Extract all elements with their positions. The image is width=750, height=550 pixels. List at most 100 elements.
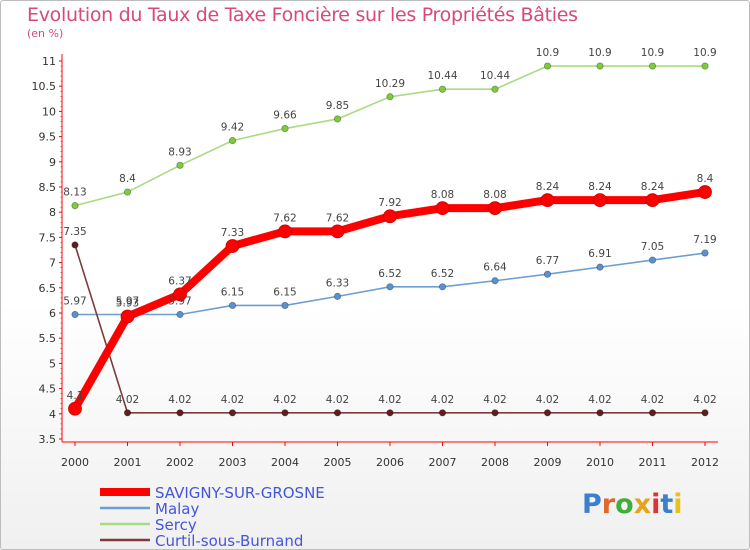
y-tick-label: 6 xyxy=(49,307,56,320)
data-label: 4.02 xyxy=(536,394,559,406)
data-label: 8.93 xyxy=(168,146,191,158)
data-point[interactable] xyxy=(648,62,657,70)
data-point[interactable] xyxy=(491,85,499,93)
data-point[interactable] xyxy=(543,409,552,417)
data-label: 10.9 xyxy=(536,47,559,59)
logo-letter: r xyxy=(601,489,616,520)
data-point[interactable] xyxy=(540,193,555,208)
data-label: 10.9 xyxy=(641,47,664,59)
y-tick-label: 5.5 xyxy=(39,332,57,345)
y-tick-label: 4 xyxy=(49,408,56,421)
data-point[interactable] xyxy=(176,409,184,417)
data-point[interactable] xyxy=(281,409,289,417)
data-point[interactable] xyxy=(593,193,607,208)
data-label: 6.37 xyxy=(168,275,191,287)
data-point[interactable] xyxy=(701,249,709,257)
data-label: 7.33 xyxy=(221,227,244,239)
data-point[interactable] xyxy=(176,310,184,319)
data-point[interactable] xyxy=(330,224,345,239)
data-point[interactable] xyxy=(645,193,660,208)
data-point[interactable] xyxy=(488,201,502,216)
data-point[interactable] xyxy=(228,137,237,145)
y-tick-label: 8.5 xyxy=(39,181,57,194)
data-label: 9.85 xyxy=(326,100,349,112)
x-tick-label: 2000 xyxy=(61,456,89,469)
legend-label: SAVIGNY-SUR-GROSNE xyxy=(155,484,325,502)
data-point[interactable] xyxy=(648,409,657,417)
data-point[interactable] xyxy=(596,62,604,70)
data-label: 8.4 xyxy=(697,173,714,185)
data-point[interactable] xyxy=(228,409,237,417)
logo-letter: P xyxy=(582,489,602,520)
y-tick-label: 9.5 xyxy=(39,131,57,144)
axes: 3.5 4 4.5 5 5.5 6 6.5 7 7.5 8 8.5 9 9.5 10 10.5 11 2000 2… xyxy=(32,54,719,469)
data-point[interactable] xyxy=(228,301,237,310)
data-label: 7.62 xyxy=(273,212,296,224)
data-point[interactable] xyxy=(701,62,709,70)
data-label: 6.91 xyxy=(588,248,611,260)
data-point[interactable] xyxy=(176,161,184,169)
data-label: 6.77 xyxy=(536,255,559,267)
data-point[interactable] xyxy=(491,277,499,285)
data-label: 8.13 xyxy=(63,187,86,199)
data-point[interactable] xyxy=(438,409,447,417)
data-label: 10.44 xyxy=(480,70,510,82)
data-point[interactable] xyxy=(596,409,604,417)
data-label: 4.02 xyxy=(641,394,664,406)
data-point[interactable] xyxy=(701,409,709,417)
data-point[interactable] xyxy=(333,409,342,417)
data-point[interactable] xyxy=(123,409,132,417)
data-point[interactable] xyxy=(71,310,79,319)
data-point[interactable] xyxy=(491,409,499,417)
data-label: 9.42 xyxy=(221,122,244,134)
data-labels: 4.1 5.93 6.37 7.33 7.62 7.62 7.92 8.08 8.08 8.24 8… xyxy=(63,47,716,406)
logo-letter: x xyxy=(633,489,652,520)
data-point[interactable] xyxy=(333,292,342,300)
data-label: 10.44 xyxy=(427,70,457,82)
data-point[interactable] xyxy=(71,241,79,249)
x-tick-label: 2001 xyxy=(114,456,142,469)
data-point[interactable] xyxy=(438,283,447,291)
legend-label: Sercy xyxy=(155,516,197,534)
data-point[interactable] xyxy=(543,270,552,278)
data-point[interactable] xyxy=(281,124,289,133)
data-point[interactable] xyxy=(123,188,132,196)
data-point[interactable] xyxy=(333,115,342,123)
data-point[interactable] xyxy=(596,263,604,271)
data-label: 4.1 xyxy=(67,390,84,402)
logo-letter: i xyxy=(651,489,661,520)
data-point[interactable] xyxy=(698,185,712,199)
data-point[interactable] xyxy=(71,202,79,210)
data-label: 7.35 xyxy=(63,226,86,238)
data-point[interactable] xyxy=(173,287,187,302)
data-point[interactable] xyxy=(435,201,450,216)
x-tick-label: 2009 xyxy=(534,456,562,469)
data-point[interactable] xyxy=(281,301,289,310)
y-tick-label: 6.5 xyxy=(39,282,57,295)
data-point[interactable] xyxy=(225,239,240,253)
data-point[interactable] xyxy=(648,256,657,264)
data-point[interactable] xyxy=(120,309,135,324)
y-tick-label: 7 xyxy=(49,257,56,270)
data-label: 8.08 xyxy=(483,189,506,201)
data-point[interactable] xyxy=(438,85,447,93)
series-layer xyxy=(68,62,712,417)
data-point[interactable] xyxy=(386,409,394,417)
data-label: 7.92 xyxy=(378,197,401,209)
data-label: 8.4 xyxy=(119,173,136,185)
x-tick-label: 2006 xyxy=(376,456,404,469)
logo-letter: i xyxy=(673,489,683,520)
data-label: 5.97 xyxy=(63,296,86,308)
data-label: 10.9 xyxy=(588,47,611,59)
data-point[interactable] xyxy=(68,401,82,416)
x-tick-label: 2005 xyxy=(324,456,352,469)
data-label: 7.19 xyxy=(693,234,716,246)
data-label: 4.02 xyxy=(273,394,296,406)
data-point[interactable] xyxy=(383,209,397,224)
legend-label: Curtil-sous-Burnand xyxy=(155,532,303,550)
data-point[interactable] xyxy=(386,283,394,291)
data-point[interactable] xyxy=(386,93,394,101)
data-point[interactable] xyxy=(543,62,552,70)
data-point[interactable] xyxy=(278,224,292,239)
